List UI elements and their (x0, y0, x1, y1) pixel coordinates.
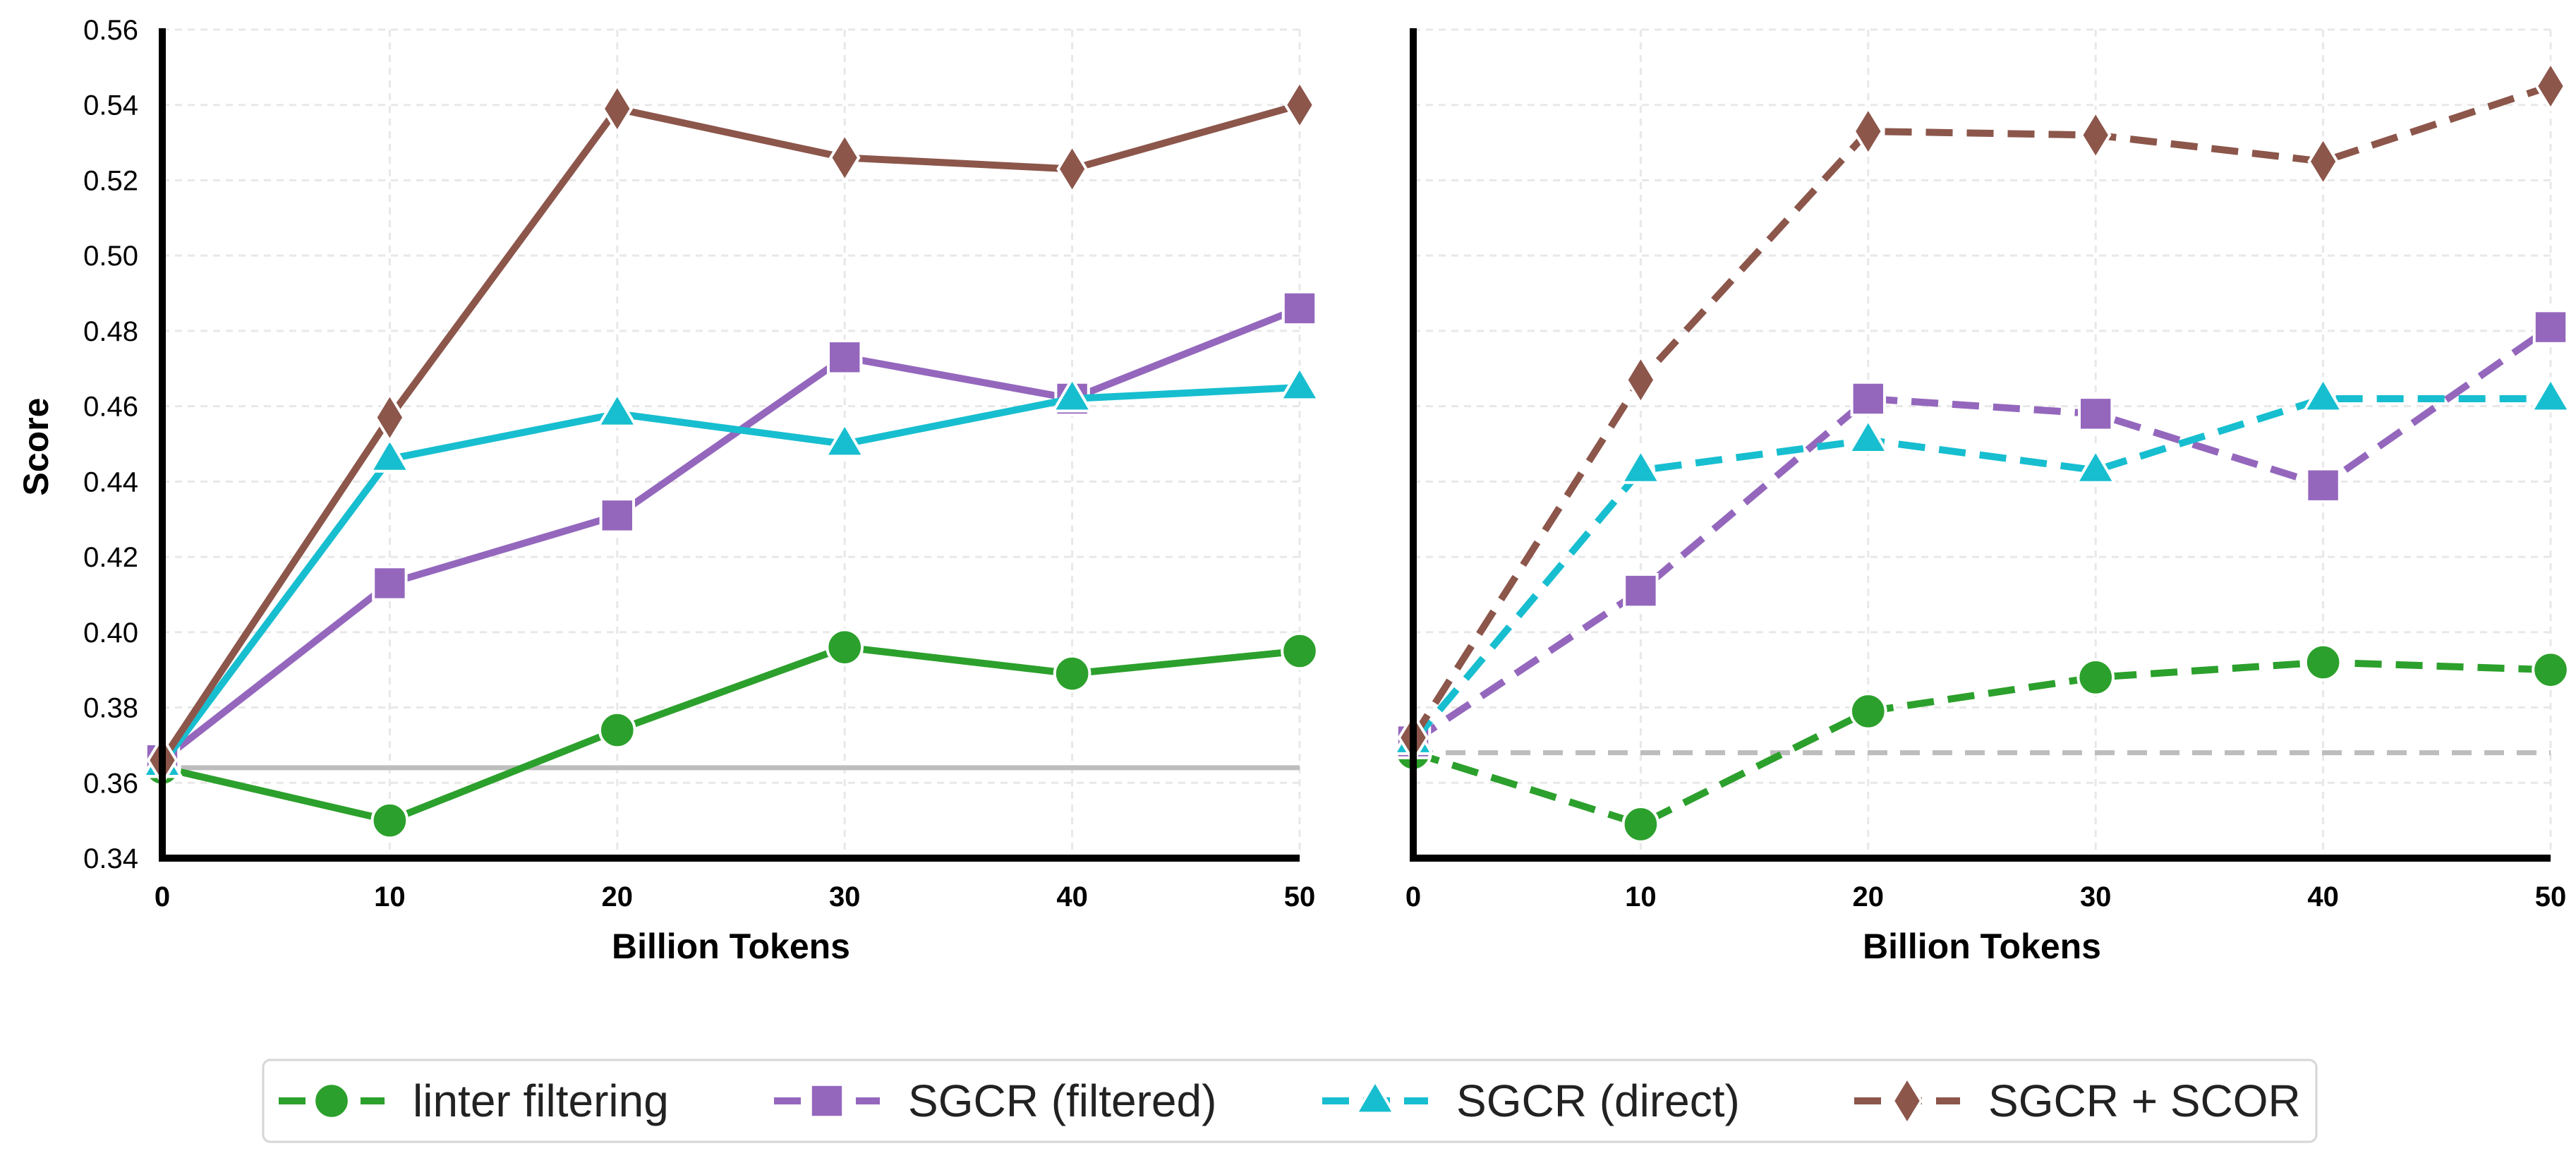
left-x-tick-label: 20 (602, 881, 634, 912)
left-series-line-1 (159, 304, 1303, 764)
right-series-3-point-1 (1625, 354, 1657, 406)
left-y-tick-label: 0.40 (83, 617, 138, 649)
right-x-tick-label: 50 (2535, 881, 2567, 912)
right-series-1-point-5 (2532, 309, 2569, 345)
right-x-tick-label: 10 (1625, 881, 1657, 912)
left-series-1-point-2 (599, 498, 635, 534)
right-series-2-point-1 (1619, 447, 1662, 484)
legend-marker-1 (809, 1083, 845, 1119)
legend-label-2: SGCR (direct) (1456, 1075, 1740, 1126)
left-y-tick-label: 0.48 (83, 316, 138, 347)
right-series-line-0 (1412, 658, 2551, 828)
right-series-2-point-5 (2529, 376, 2572, 413)
right-series-1-point-3 (2078, 396, 2114, 432)
right-series-1-point-1 (1623, 572, 1659, 609)
left-y-ticks: 0.34 0.36 0.38 0.40 0.42 0.44 0.46 0.48 0.50 0.52… (83, 15, 138, 874)
right-series-3-point-5 (2534, 60, 2567, 112)
left-series-line-3 (159, 101, 1303, 764)
right-series-0-point-4 (2304, 643, 2342, 682)
right-x-axis-label: Billion Tokens (1863, 927, 2101, 966)
legend: linter filtering SGCR (filtered) SGCR (dir… (262, 1059, 2318, 1143)
right-series-2-point-3 (2074, 447, 2117, 484)
left-series-line-0 (159, 644, 1303, 824)
left-series-2-point-5 (1278, 365, 1322, 402)
left-series-2-point-1 (368, 436, 411, 473)
right-series-2-point-4 (2302, 376, 2345, 413)
right-axes (1410, 28, 2551, 862)
right-x-tick-label: 0 (1405, 881, 1421, 912)
right-series-line-3 (1410, 83, 2552, 740)
left-y-tick-label: 0.38 (83, 693, 138, 724)
left-series-2-point-2 (595, 391, 639, 428)
left-y-tick-label: 0.50 (83, 241, 138, 272)
left-x-axis-label: Billion Tokens (612, 927, 850, 966)
left-series-0-point-3 (826, 628, 864, 666)
right-series-0-point-1 (1621, 805, 1660, 843)
left-y-tick-label: 0.42 (83, 542, 138, 573)
left-series-1-point-1 (372, 565, 408, 601)
right-series-line-1 (1411, 324, 2553, 745)
legend-label-3: SGCR + SCOR (1988, 1075, 2301, 1126)
left-series-1-point-3 (827, 339, 863, 375)
left-y-tick-label: 0.56 (83, 15, 138, 46)
left-series-0-point-1 (370, 801, 409, 840)
left-axes (159, 28, 1300, 862)
right-series-1-point-2 (1850, 380, 1887, 417)
legend-marker-0 (313, 1082, 351, 1120)
right-panel: 0 10 20 30 40 50 Billion Tokens (1391, 28, 2572, 966)
right-series-3-point-3 (2079, 109, 2112, 162)
left-y-tick-label: 0.36 (83, 768, 138, 799)
right-series (1391, 60, 2572, 843)
left-series-3-point-1 (374, 392, 406, 444)
right-series-0-point-3 (2076, 658, 2115, 697)
left-y-tick-label: 0.52 (83, 165, 138, 196)
left-panel: 0.34 0.36 0.38 0.40 0.42 0.44 0.46 0.48 0.50 0.52… (16, 15, 1322, 966)
right-x-tick-label: 20 (1853, 881, 1885, 912)
left-series (140, 79, 1322, 840)
left-x-tick-label: 30 (829, 881, 861, 912)
right-series-line-2 (1410, 394, 2551, 744)
right-x-ticks: 0 10 20 30 40 50 (1405, 881, 2566, 912)
legend-label-0: linter filtering (413, 1075, 669, 1126)
right-x-tick-label: 30 (2080, 881, 2112, 912)
left-x-ticks: 0 10 20 30 40 50 (155, 881, 1315, 912)
left-series-3-point-4 (1056, 143, 1088, 195)
left-x-tick-label: 50 (1284, 881, 1316, 912)
left-series-3-point-2 (601, 83, 634, 135)
right-series-2-point-2 (1846, 417, 1889, 454)
right-series-0-point-5 (2532, 651, 2570, 689)
right-series-0-point-2 (1849, 692, 1887, 730)
left-series-1-point-5 (1281, 290, 1318, 327)
right-series-1-point-4 (2305, 467, 2341, 503)
left-series-0-point-5 (1281, 632, 1319, 670)
right-series-3-point-4 (2307, 135, 2339, 188)
legend-label-1: SGCR (filtered) (908, 1075, 1216, 1126)
legend-frame (262, 1059, 2318, 1143)
left-series-2-point-4 (1051, 376, 1094, 413)
left-y-tick-label: 0.44 (83, 466, 138, 498)
legend-marker-2 (1353, 1078, 1397, 1115)
left-series-0-point-2 (598, 711, 636, 749)
left-series-3-point-3 (828, 131, 861, 184)
left-y-tick-label: 0.46 (83, 392, 138, 423)
left-y-tick-label: 0.34 (83, 843, 138, 874)
left-series-3-point-5 (1283, 79, 1316, 131)
left-series-line-2 (159, 383, 1303, 768)
left-y-tick-label: 0.54 (83, 90, 138, 121)
legend-marker-3 (1891, 1075, 1923, 1127)
left-x-tick-label: 0 (155, 881, 170, 912)
left-series-0-point-4 (1053, 654, 1092, 693)
right-x-tick-label: 40 (2307, 881, 2339, 912)
left-x-tick-label: 40 (1056, 881, 1088, 912)
right-series-3-point-2 (1852, 105, 1885, 157)
left-y-axis-label: Score (16, 398, 56, 496)
left-series-2-point-3 (823, 421, 866, 458)
left-x-tick-label: 10 (374, 881, 406, 912)
